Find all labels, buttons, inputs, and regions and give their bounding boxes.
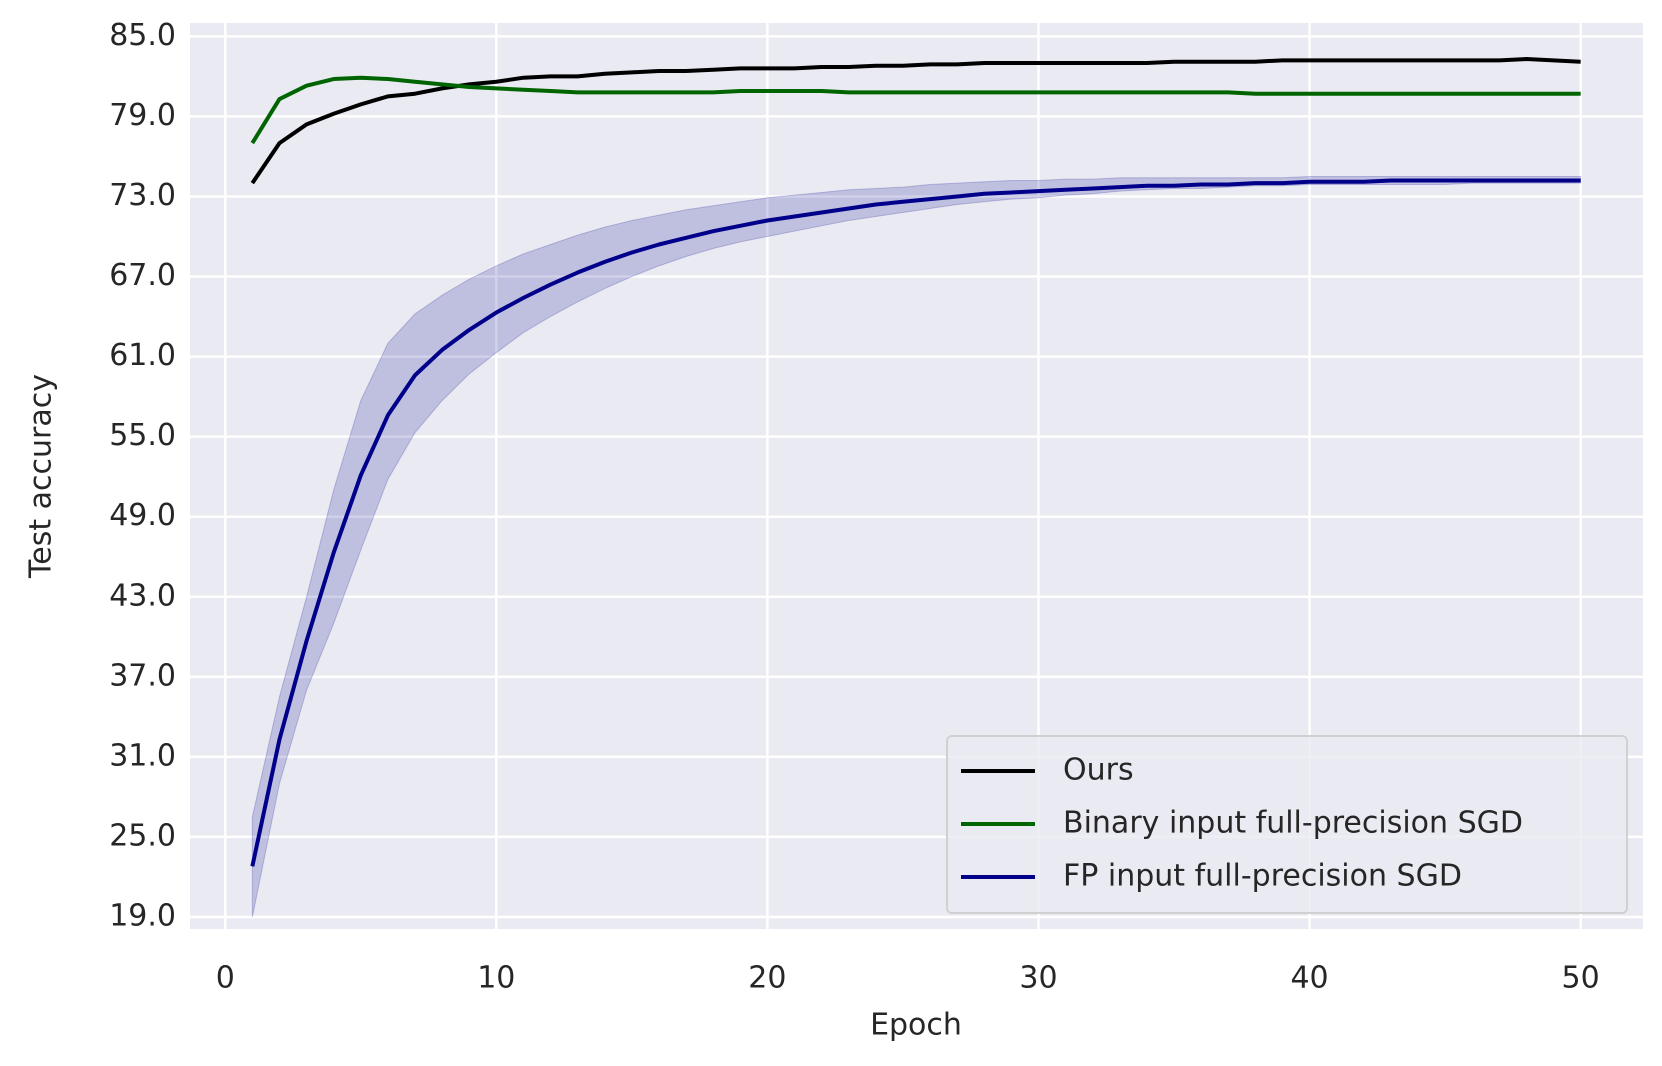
legend-box (946, 735, 1628, 914)
y-tick-label: 79.0 (109, 98, 176, 133)
legend-label: Ours (1063, 753, 1134, 788)
marks (250, 57, 1582, 918)
y-axis-label: Test accuracy (24, 374, 59, 579)
y-tick-label: 25.0 (109, 818, 176, 853)
y-tick-label: 61.0 (109, 338, 176, 373)
y-tick-label: 49.0 (109, 498, 176, 533)
y-tick-label: 37.0 (109, 658, 176, 693)
legend-label: FP input full-precision SGD (1063, 859, 1462, 894)
x-axis-label: Epoch (870, 1008, 962, 1043)
series-line (250, 57, 1581, 185)
y-tick-label: 85.0 (109, 18, 176, 53)
series-line (250, 178, 1581, 867)
series-line (250, 75, 1581, 145)
confidence-band (251, 175, 1582, 918)
y-tick-label: 43.0 (109, 578, 176, 613)
legend-label: Binary input full-precision SGD (1063, 806, 1523, 841)
y-tick-label: 31.0 (109, 738, 176, 773)
y-tick-label: 19.0 (109, 898, 176, 933)
x-tick-label: 30 (1019, 961, 1057, 996)
x-tick-label: 0 (216, 961, 235, 996)
y-tick-label: 55.0 (109, 418, 176, 453)
x-tick-label: 20 (748, 961, 786, 996)
legend: Ours Binary input full-precision SGD FP in… (946, 735, 1628, 914)
x-tick-label: 40 (1290, 961, 1328, 996)
y-tick-label: 67.0 (109, 258, 176, 293)
x-tick-label: 10 (477, 961, 515, 996)
y-tick-label: 73.0 (109, 178, 176, 213)
x-tick-label: 50 (1562, 961, 1600, 996)
